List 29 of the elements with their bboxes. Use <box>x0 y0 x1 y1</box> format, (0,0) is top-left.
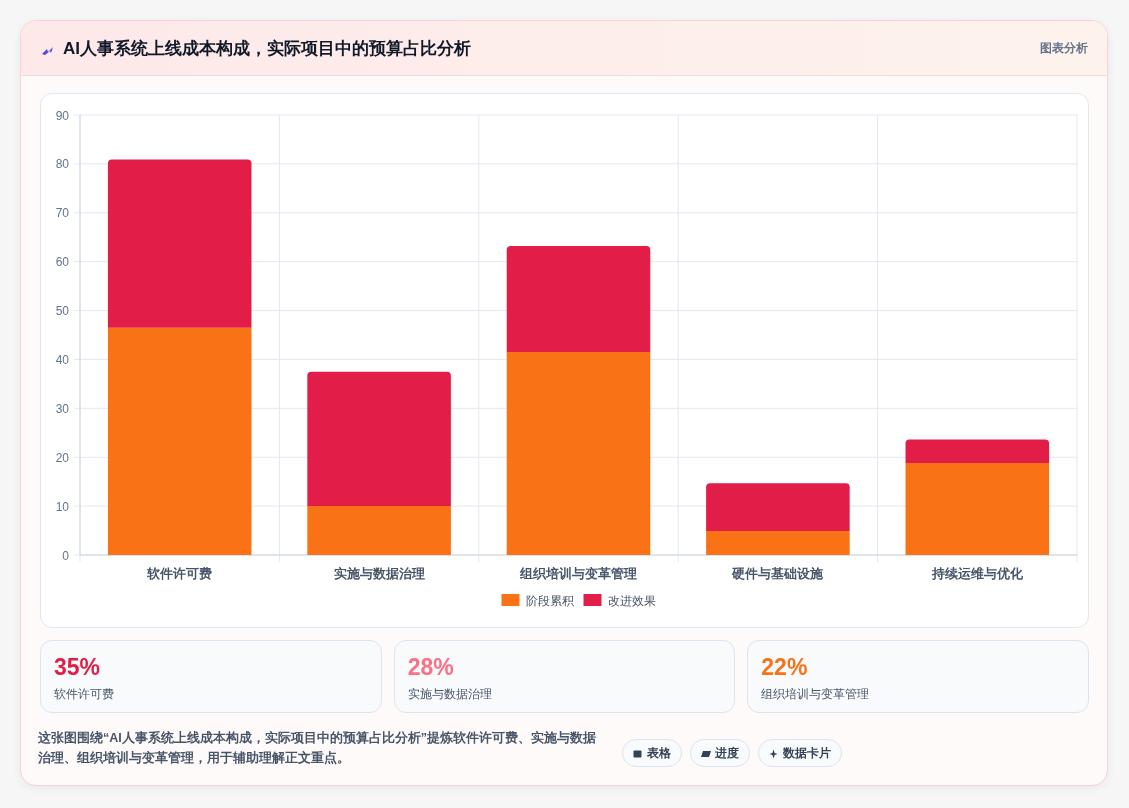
chart-title: AI人事系统上线成本构成，实际项目中的预算占比分析 <box>63 38 471 60</box>
y-tick-label: 40 <box>55 352 70 367</box>
text: 28% <box>407 653 454 681</box>
text: 实施与数据治理 <box>407 686 492 702</box>
y-tick-label: 90 <box>55 108 70 123</box>
y-tick-label: 60 <box>55 255 70 270</box>
text: 进度 <box>715 745 739 761</box>
text: 图表分析 <box>1040 40 1088 56</box>
y-tick-label: 10 <box>55 499 70 514</box>
text: 这张图围绕“AI人事系统上线成本构成，实际项目中的预算占比分析”提炼软件许可费、实施与数据治理、组织培训与变革管理，用于辅助理解正文重点。 <box>38 730 597 767</box>
text: 表格 <box>647 745 671 761</box>
text: 35% <box>54 653 101 681</box>
x-tick-label: 软件许可费 <box>146 567 213 581</box>
text: 软件许可费 <box>54 686 114 702</box>
text: 数据卡片 <box>783 745 831 761</box>
y-tick-label: 70 <box>55 206 70 221</box>
y-tick-label: 50 <box>55 304 70 319</box>
x-tick-label: 持续运维与优化 <box>930 566 1024 581</box>
y-tick-label: 30 <box>55 401 70 416</box>
y-tick-label: 0 <box>62 548 70 563</box>
x-tick-label: 硬件与基础设施 <box>731 566 825 581</box>
text: 组织培训与变革管理 <box>761 686 870 702</box>
x-tick-label: 实施与数据治理 <box>333 566 425 581</box>
y-tick-label: 80 <box>55 157 70 172</box>
y-tick-label: 20 <box>55 450 70 465</box>
x-tick-label: 组织培训与变革管理 <box>519 566 637 581</box>
legend-label: 阶段累积 <box>525 593 574 608</box>
legend-label: 改进效果 <box>607 593 656 608</box>
text: 22% <box>761 653 808 681</box>
